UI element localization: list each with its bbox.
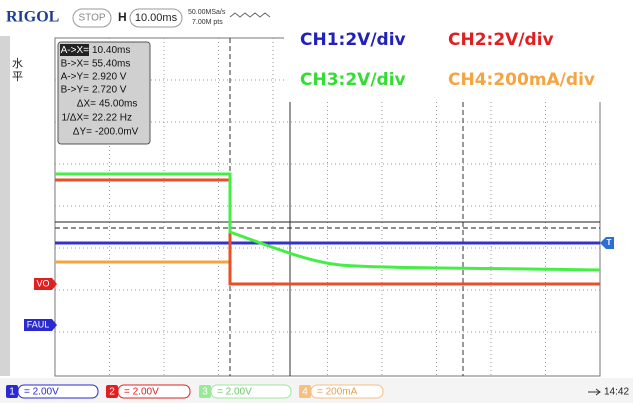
ch4-badge (299, 385, 311, 398)
ch2-pill (117, 384, 191, 399)
ch1-number: 1 (9, 387, 15, 398)
ch1-scale: CH1:2V/div (300, 30, 406, 50)
overlay-box (284, 0, 633, 102)
faul-label: FAUL (27, 319, 50, 329)
ch3-badge (199, 385, 211, 398)
ch2-number: 2 (109, 387, 115, 398)
cursor-readout (57, 41, 151, 145)
readout-label: A->X= (61, 45, 90, 56)
faul-marker (24, 319, 57, 331)
ch1-badge (6, 385, 18, 398)
readout-value: 2.720 V (92, 85, 127, 96)
ch1-bottom-scale: = 2.00V (24, 387, 59, 398)
readout-label: A->Y= (61, 72, 90, 83)
ch4-scale: CH4:200mA/div (448, 70, 595, 90)
ch3-scale: CH3:2V/div (300, 70, 406, 90)
side-label: 平 (12, 71, 23, 83)
ch2-badge (106, 385, 118, 398)
timebase-pill (129, 8, 183, 28)
readout-label: ΔY= (73, 127, 92, 138)
readout-value: 2.920 V (92, 72, 127, 83)
sample-rate: 50.00MSa/s (188, 9, 226, 16)
readout-value: 22.22 Hz (92, 113, 132, 124)
vo-label: VO (36, 278, 49, 288)
status: STOP (78, 13, 105, 24)
waveform-icon (229, 12, 271, 18)
readout-label: ΔX= (77, 99, 96, 110)
ch4-number: 4 (302, 387, 308, 398)
memory-depth: 7.00M pts (192, 19, 223, 26)
logo: RIGOL (6, 9, 59, 26)
timebase-label: H (118, 10, 127, 24)
ch1-pill (17, 384, 99, 399)
readout-value: 10.40ms (92, 45, 130, 56)
ch4-pill (310, 384, 384, 399)
trigger-level-marker (600, 237, 614, 249)
clock: 14:42 (604, 387, 629, 398)
readout-label: B->X= (61, 59, 90, 70)
ch3-trace (55, 172, 601, 272)
ch3-number: 3 (202, 387, 208, 398)
ch2-bottom-scale: = 2.00V (124, 387, 159, 398)
usb-icon (588, 388, 601, 396)
timebase: 10.00ms (135, 12, 178, 24)
readout-value: 45.00ms (99, 99, 137, 110)
readout-label: B->Y= (61, 85, 90, 96)
side-label: 水 (12, 57, 23, 70)
ch4-bottom-scale: = 200mA (317, 387, 358, 398)
ch2-scale: CH2:2V/div (448, 30, 554, 50)
ch3-pill (210, 384, 292, 399)
cursor-highlight (60, 44, 89, 56)
trigger-level: T (607, 238, 612, 247)
readout-value: -200.0mV (95, 127, 139, 138)
status-pill (72, 8, 112, 28)
ch3-bottom-scale: = 2.00V (217, 387, 252, 398)
readout-label: 1/ΔX= (61, 113, 89, 124)
vo-marker (34, 278, 57, 290)
side-strip (0, 36, 10, 376)
readout-value: 55.40ms (92, 59, 130, 70)
